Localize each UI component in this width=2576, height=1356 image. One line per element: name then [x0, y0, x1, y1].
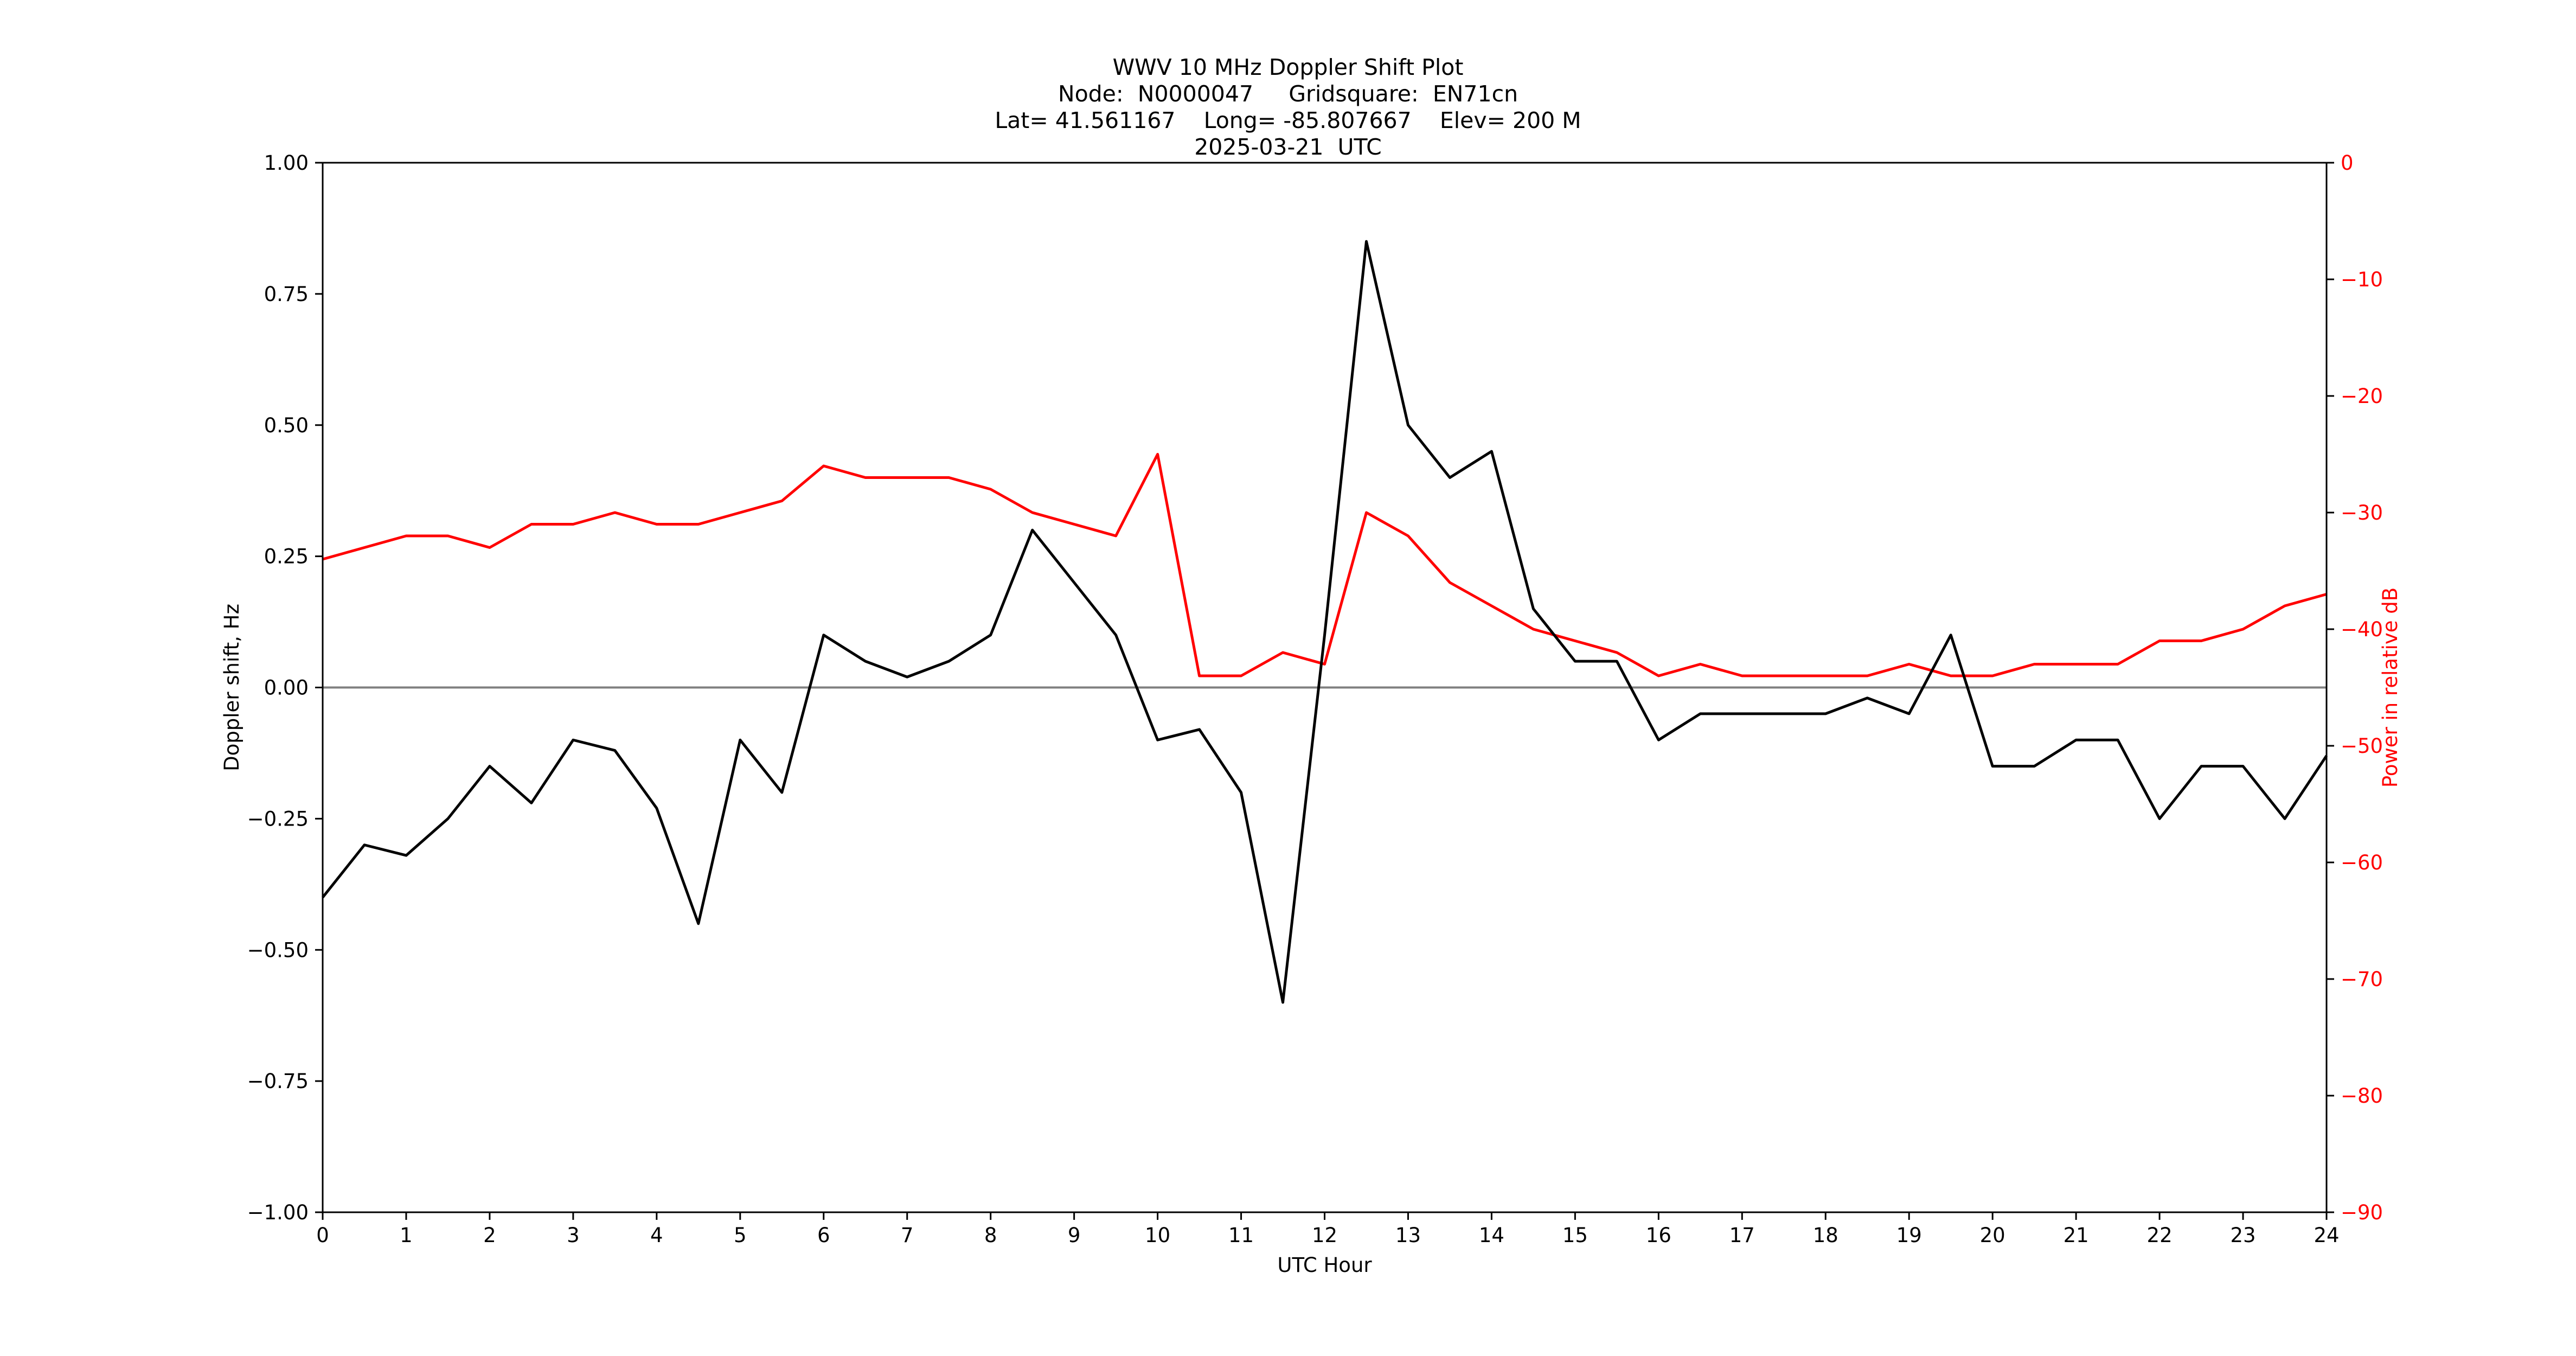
x-tick-label: 14: [1479, 1224, 1504, 1247]
y-right-tick-label: −10: [2341, 268, 2383, 291]
y-right-axis-ticks: 0 −10 −20 −30 −40 −50 −60 −70 −80 −90: [2327, 151, 2383, 1224]
y-right-tick-label: −60: [2341, 851, 2383, 874]
date-subtitle: 2025-03-21 UTC: [1194, 134, 1382, 160]
x-tick-label: 11: [1228, 1224, 1254, 1247]
x-tick-label: 19: [1896, 1224, 1922, 1247]
y-left-tick-label: 1.00: [264, 151, 309, 175]
y-left-tick-label: −1.00: [247, 1201, 309, 1224]
y-left-tick-label: −0.25: [247, 807, 309, 830]
x-tick-label: 12: [1312, 1224, 1337, 1247]
x-tick-label: 3: [567, 1224, 580, 1247]
y-right-tick-label: −50: [2341, 734, 2383, 758]
x-tick-label: 20: [1980, 1224, 2005, 1247]
x-tick-label: 22: [2147, 1224, 2173, 1247]
x-tick-label: 2: [483, 1224, 496, 1247]
x-tick-label: 5: [734, 1224, 747, 1247]
y-left-tick-label: −0.75: [247, 1070, 309, 1093]
y-right-tick-label: −90: [2341, 1201, 2383, 1224]
x-tick-label: 9: [1068, 1224, 1081, 1247]
y-right-tick-label: −40: [2341, 618, 2383, 641]
x-tick-label: 0: [316, 1224, 329, 1247]
node-gridsquare-subtitle: Node: N0000047 Gridsquare: EN71cn: [1058, 81, 1518, 107]
x-tick-label: 17: [1729, 1224, 1755, 1247]
x-tick-label: 1: [400, 1224, 413, 1247]
x-tick-label: 15: [1562, 1224, 1588, 1247]
chart-title: WWV 10 MHz Doppler Shift Plot: [1112, 54, 1464, 80]
x-tick-label: 8: [984, 1224, 997, 1247]
x-tick-label: 7: [901, 1224, 914, 1247]
y-left-tick-label: 0.50: [264, 414, 309, 437]
x-axis-label: UTC Hour: [1277, 1253, 1372, 1277]
x-tick-label: 21: [2064, 1224, 2089, 1247]
y-right-tick-label: −80: [2341, 1084, 2383, 1108]
y-left-tick-label: 0.25: [264, 545, 309, 568]
y-right-tick-label: −70: [2341, 968, 2383, 991]
y-left-tick-label: −0.50: [247, 938, 309, 962]
location-subtitle: Lat= 41.561167 Long= -85.807667 Elev= 20…: [995, 107, 1581, 133]
x-tick-label: 24: [2314, 1224, 2339, 1247]
x-tick-label: 6: [817, 1224, 830, 1247]
doppler-series-line: [322, 240, 2328, 1004]
y-right-axis-label: Power in relative dB: [2379, 587, 2402, 788]
y-left-axis-ticks: 1.00 0.75 0.50 0.25 0.00 −0.25 −0.50 −0.75 −1.00: [247, 151, 323, 1224]
y-right-tick-label: 0: [2341, 151, 2354, 175]
power-series-line: [322, 453, 2327, 677]
x-tick-label: 18: [1813, 1224, 1838, 1247]
x-tick-label: 10: [1145, 1224, 1170, 1247]
x-tick-label: 13: [1395, 1224, 1421, 1247]
chart-title-block: WWV 10 MHz Doppler Shift Plot Node: N000…: [0, 54, 2576, 161]
y-right-tick-label: −30: [2341, 501, 2383, 525]
x-tick-label: 4: [650, 1224, 663, 1247]
x-tick-label: 16: [1646, 1224, 1671, 1247]
y-left-tick-label: 0.00: [264, 676, 309, 700]
y-right-tick-label: −20: [2341, 385, 2383, 408]
y-left-tick-label: 0.75: [264, 283, 309, 306]
y-left-axis-label: Doppler shift, Hz: [220, 604, 243, 771]
x-tick-label: 23: [2230, 1224, 2255, 1247]
x-axis-ticks: 0 1 2 3 4 5 6 7 8 9 10 11 12 13 14 15 16 17 18 19 20 21 22 23 24: [316, 1212, 2340, 1247]
